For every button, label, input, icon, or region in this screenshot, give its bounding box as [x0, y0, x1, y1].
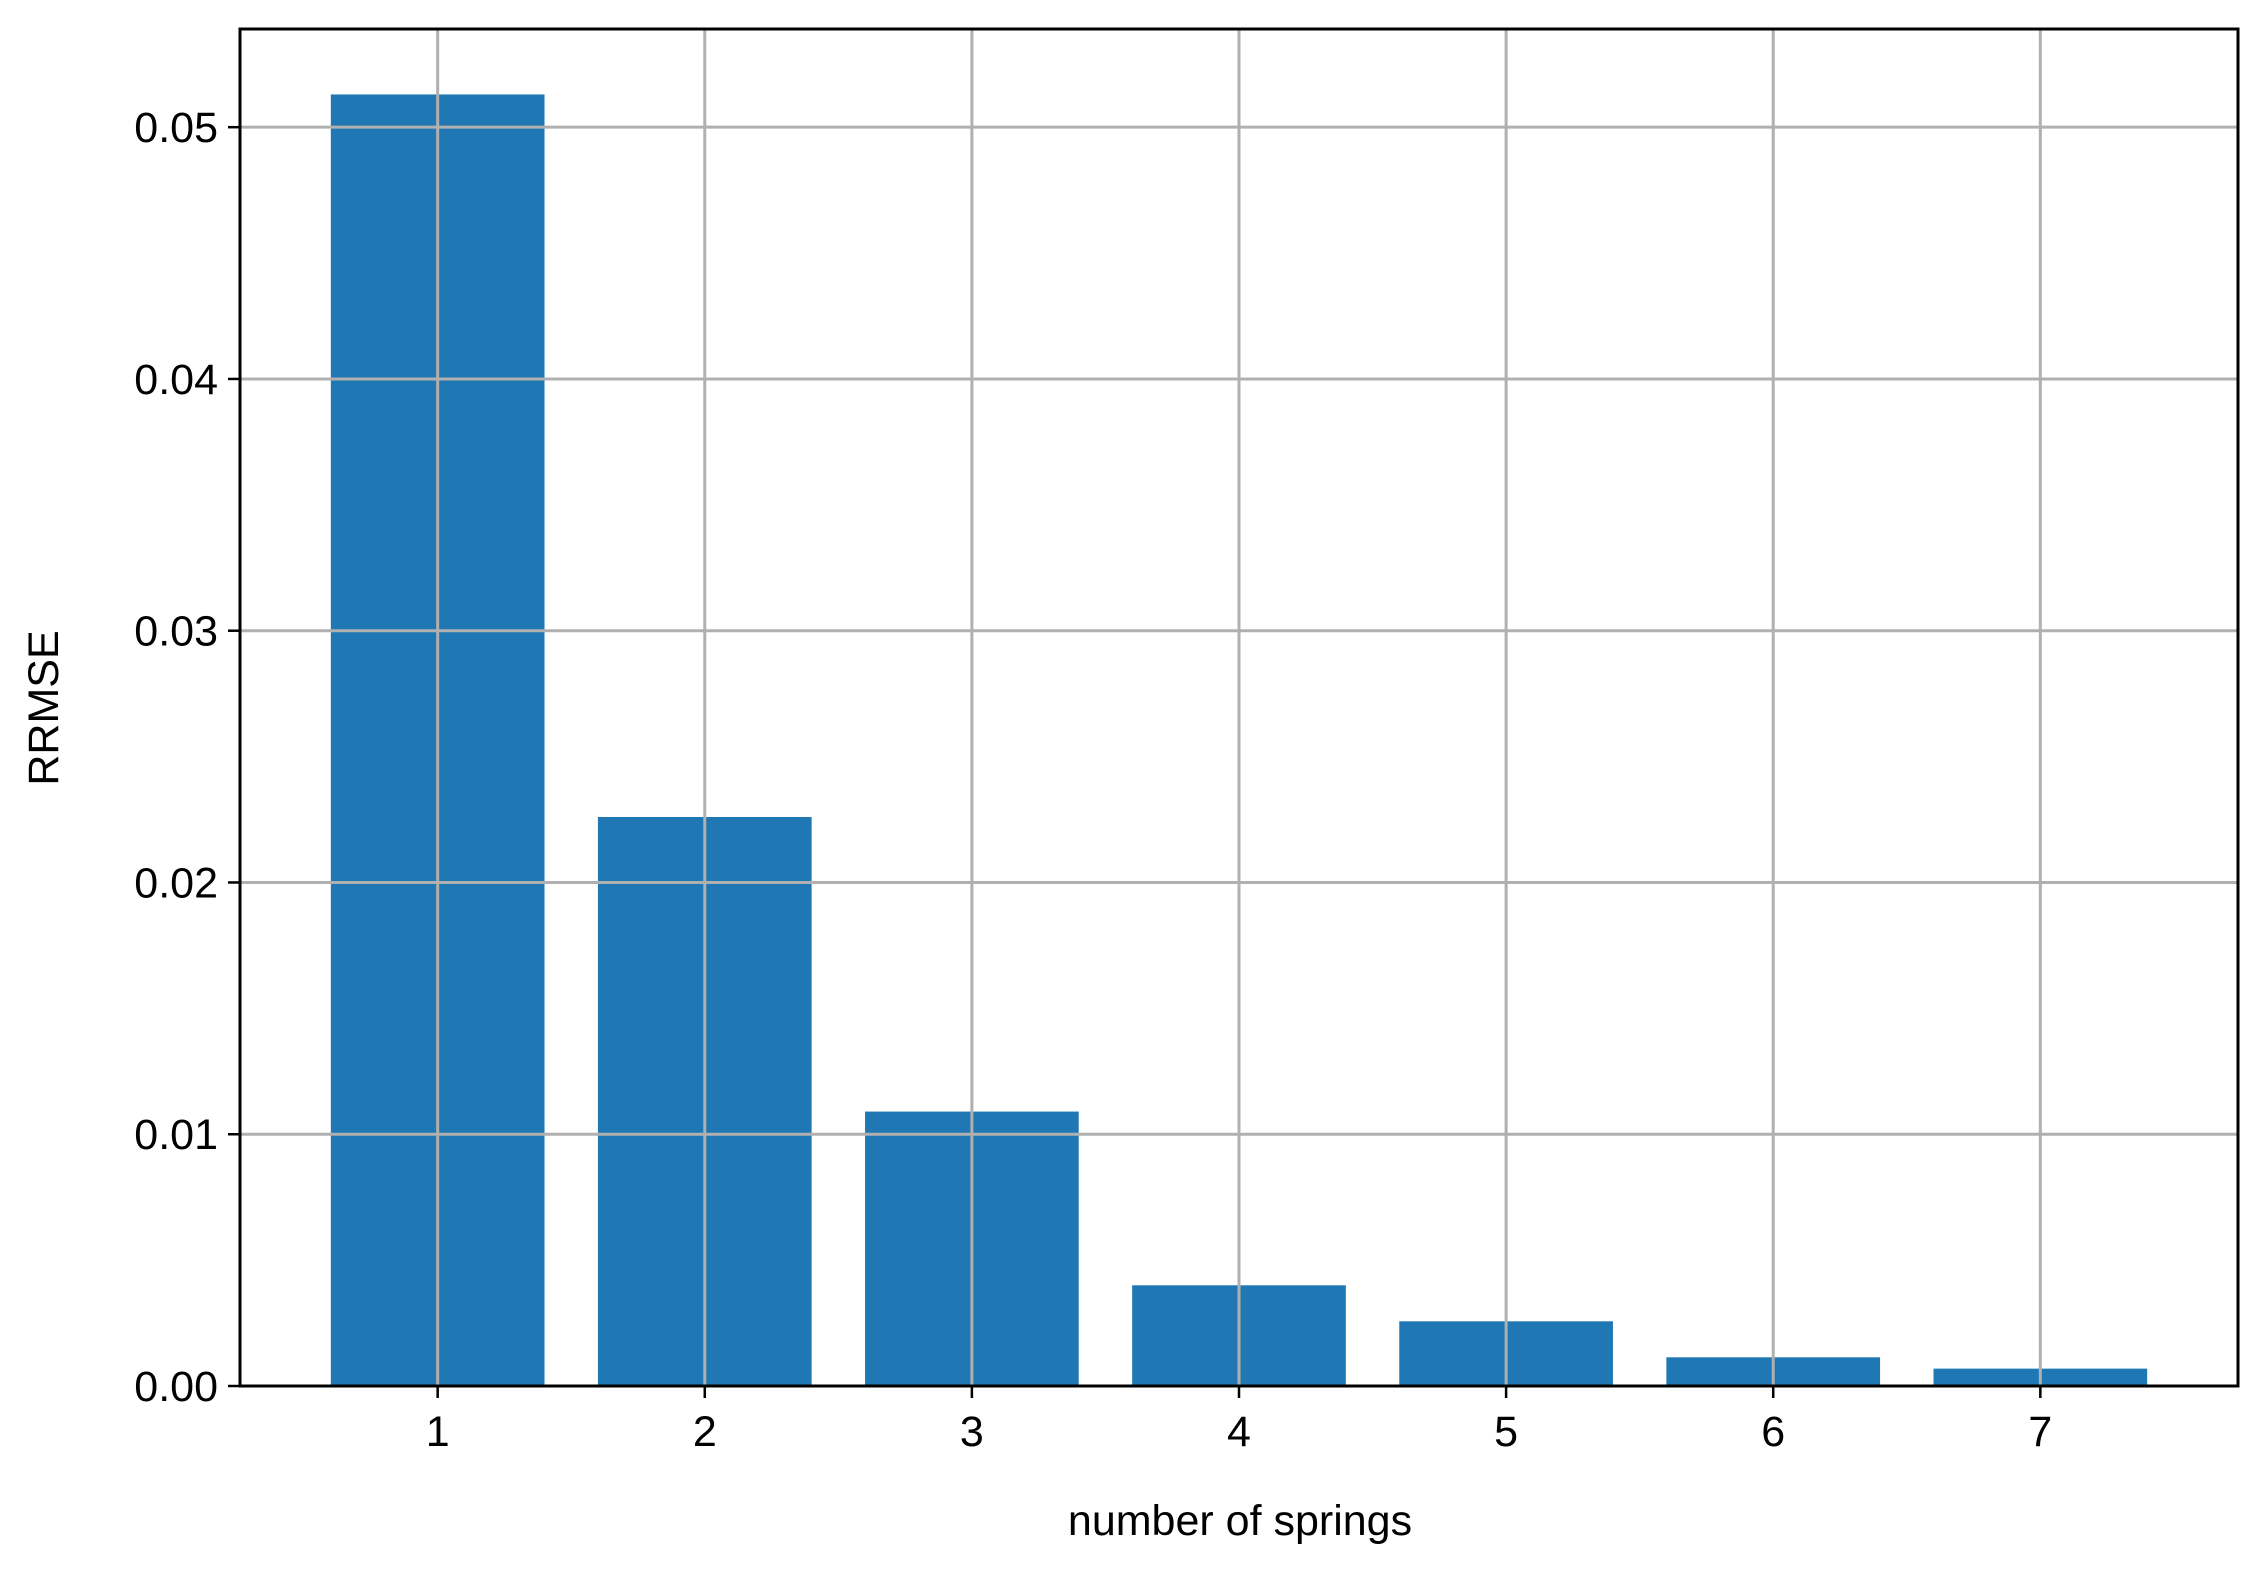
x-tick-label: 5	[1494, 1408, 1518, 1456]
x-tick-label: 7	[2028, 1408, 2052, 1456]
y-axis-label: RRMSE	[20, 630, 68, 785]
x-tick-label: 6	[1761, 1408, 1785, 1456]
x-axis-label: number of springs	[1068, 1497, 1412, 1545]
x-tick-label: 3	[960, 1408, 984, 1456]
axes: 0.00 0.01 0.02 0.03 0.04 0.05 1 2 3 4 5 6 7	[134, 27, 2240, 1456]
x-tick-label: 4	[1227, 1408, 1251, 1456]
plot-frame	[238, 27, 2240, 1388]
y-tick-label: 0.00	[134, 1363, 218, 1411]
x-tick-label: 1	[426, 1408, 450, 1456]
y-tick-label: 0.01	[134, 1111, 218, 1159]
y-tick-label: 0.03	[134, 608, 218, 656]
y-tick-label: 0.02	[134, 859, 218, 907]
x-tick-label: 2	[693, 1408, 717, 1456]
y-tick-label: 0.04	[134, 356, 218, 404]
y-tick-label: 0.05	[134, 104, 218, 152]
